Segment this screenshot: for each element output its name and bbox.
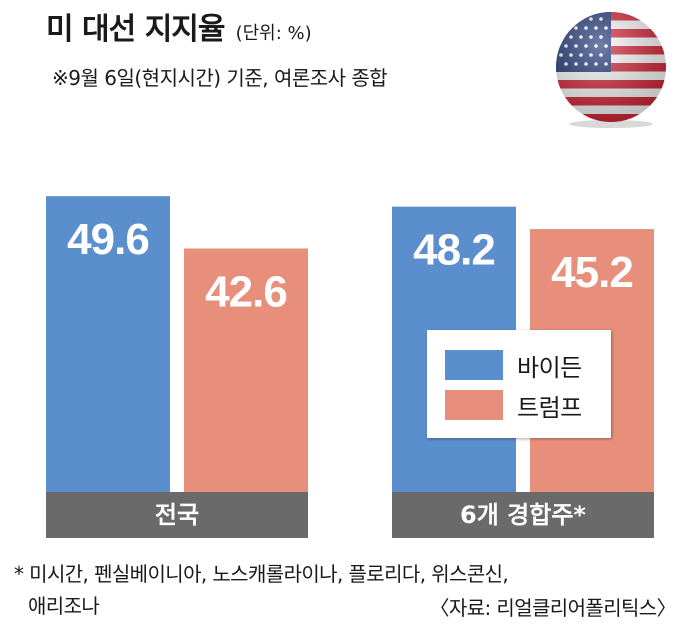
legend-swatch-trump <box>445 390 503 420</box>
data-label-trump-1: 45.2 <box>551 248 633 297</box>
legend-label-trump: 트럼프 <box>517 393 582 422</box>
category-label-0: 전국 <box>155 501 199 529</box>
legend: 바이든 트럼프 <box>427 330 611 438</box>
legend-swatch-biden <box>445 350 503 380</box>
source-note: 〈자료: 리얼클리어폴리틱스〉 <box>429 596 677 620</box>
bar-biden-0 <box>46 196 170 493</box>
footnote-line-2: 애리조나 <box>28 594 100 618</box>
chart-title: 미 대선 지지율 <box>46 12 225 47</box>
chart-subtitle: ※9월 6일(현지시간) 기준, 여론조사 종합 <box>52 66 388 90</box>
category-label-1: 6개 경합주* <box>460 501 586 529</box>
bar-trump-0 <box>184 248 308 492</box>
title-row: 미 대선 지지율 (단위: %) <box>46 4 312 48</box>
legend-item-trump: 트럼프 <box>445 388 582 422</box>
category-band-1 <box>392 492 654 538</box>
unit-label: (단위: %) <box>235 23 312 44</box>
us-flag-icon <box>556 12 666 128</box>
data-label-trump-0: 42.6 <box>205 267 287 316</box>
data-label-biden-0: 49.6 <box>67 215 149 264</box>
footnote: * 미시간, 펜실베이니아, 노스캐롤라이나, 플로리다, 위스콘신, 애리조나 <box>14 558 509 622</box>
data-label-biden-1: 48.2 <box>413 226 495 275</box>
footnote-line-1: * 미시간, 펜실베이니아, 노스캐롤라이나, 플로리다, 위스콘신, <box>14 562 509 586</box>
category-band-0 <box>46 492 308 538</box>
legend-item-biden: 바이든 <box>445 348 582 382</box>
legend-label-biden: 바이든 <box>517 353 582 382</box>
